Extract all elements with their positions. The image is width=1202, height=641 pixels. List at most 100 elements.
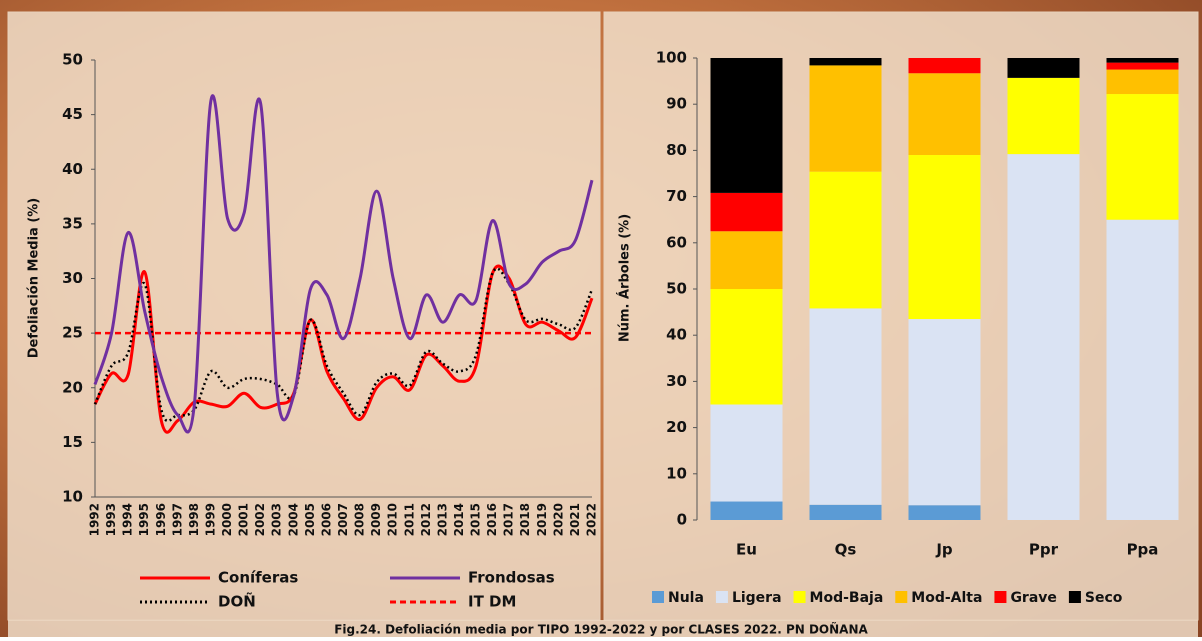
x-tick-label: 2021 (568, 503, 582, 536)
bar-segment (908, 58, 981, 74)
y-tick-label: 10 (666, 464, 687, 482)
y-tick-label: 0 (677, 511, 687, 529)
y-tick-label: 35 (62, 214, 83, 232)
y-tick-label: 15 (62, 433, 83, 451)
legend-label: DOÑ (218, 592, 256, 611)
legend-label: Coníferas (218, 569, 298, 587)
x-tick-label: 2002 (253, 503, 267, 536)
bar-segment (809, 504, 882, 520)
caption: Fig.24. Defoliación media por TIPO 1992-… (334, 622, 868, 637)
bar-segment (908, 319, 981, 506)
x-tick-label: 2016 (485, 503, 499, 536)
x-tick-label: 1998 (187, 503, 201, 536)
x-tick-label: 1994 (121, 503, 135, 536)
y-tick-label: 90 (666, 95, 687, 113)
y-tick-label: 80 (666, 141, 687, 159)
legend-swatch (994, 591, 1007, 603)
legend-label: Nula (668, 590, 704, 606)
bar-segment (1106, 219, 1179, 520)
y-axis-label: Núm. Árboles (%) (617, 214, 633, 342)
x-tick-label: 2020 (551, 503, 565, 536)
x-tick-label: 2010 (386, 503, 400, 536)
x-tick-label: Qs (835, 541, 857, 559)
x-tick-label: 2008 (353, 503, 367, 536)
x-tick-label: 2006 (319, 503, 333, 536)
x-tick-label: 2019 (535, 503, 549, 536)
x-tick-label: 2018 (518, 503, 532, 536)
bar-segment (1007, 154, 1080, 520)
bar-segment (1007, 58, 1080, 78)
bar-segment (710, 58, 783, 193)
y-axis-label: Defoliación Media (%) (27, 198, 42, 358)
legend-swatch (652, 591, 664, 603)
bar-segment (809, 65, 882, 172)
legend-label: Seco (1085, 590, 1123, 606)
x-tick-label: 2014 (452, 503, 466, 536)
bar-segment (710, 289, 783, 405)
y-tick-label: 30 (666, 372, 687, 390)
bar-segment (908, 73, 981, 156)
x-tick-label: 1995 (137, 503, 151, 536)
x-tick-label: 1996 (154, 503, 168, 536)
bar-segment (1106, 94, 1179, 220)
legend-swatch (715, 591, 728, 603)
bar-segment (710, 404, 783, 502)
x-tick-label: 1992 (88, 503, 102, 536)
y-tick-label: 70 (666, 187, 687, 205)
x-tick-label: 1999 (203, 503, 217, 536)
bar-segment (1007, 77, 1080, 155)
x-tick-label: Ppr (1029, 541, 1059, 559)
bar-segment (710, 231, 783, 289)
x-tick-label: 1993 (104, 503, 118, 536)
bar-segment (809, 58, 882, 66)
legend-label: IT DM (468, 593, 516, 611)
legend-swatch (1068, 591, 1081, 603)
x-tick-label: 1997 (170, 503, 184, 536)
legend-label: Ligera (732, 590, 782, 606)
x-tick-label: Jp (935, 541, 953, 559)
bar-segment (809, 171, 882, 309)
bar-segment (710, 501, 783, 520)
y-tick-label: 20 (666, 418, 687, 436)
x-tick-label: 2017 (502, 503, 516, 536)
bar-segment (1106, 62, 1179, 70)
bar-segment (710, 192, 783, 232)
x-tick-label: 2001 (237, 503, 251, 536)
bar-segment (809, 308, 882, 505)
y-tick-label: 30 (62, 269, 83, 287)
legend-swatch (793, 591, 806, 603)
right-panel (603, 11, 1199, 621)
x-tick-label: 2012 (419, 503, 433, 536)
y-tick-label: 50 (666, 280, 687, 298)
x-tick-label: 2009 (369, 503, 383, 536)
y-tick-label: 45 (62, 105, 83, 123)
legend-label: Grave (1010, 590, 1056, 606)
x-tick-label: 2011 (402, 503, 416, 536)
y-tick-label: 60 (666, 233, 687, 251)
x-tick-label: Eu (736, 541, 757, 559)
y-tick-label: 40 (666, 326, 687, 344)
bar-segment (908, 505, 981, 520)
legend-swatch (895, 591, 908, 603)
x-tick-label: 2013 (435, 503, 449, 536)
bar-segment (1106, 58, 1179, 63)
left-panel (7, 11, 601, 621)
bar-segment (1106, 69, 1179, 95)
x-tick-label: 2015 (469, 503, 483, 536)
x-tick-label: 2003 (270, 503, 284, 536)
y-tick-label: 50 (62, 51, 83, 69)
x-tick-label: Ppa (1127, 541, 1159, 559)
legend-label: Mod-Baja (810, 590, 884, 606)
x-tick-label: 2022 (585, 503, 599, 536)
line-series (93, 94, 594, 434)
y-tick-label: 10 (62, 488, 83, 506)
x-tick-label: 2000 (220, 503, 234, 536)
y-tick-label: 40 (62, 160, 83, 178)
caption-panel (8, 620, 1198, 637)
y-tick-label: 100 (656, 49, 687, 67)
x-tick-label: 2005 (303, 503, 317, 536)
x-tick-label: 2004 (286, 503, 300, 536)
y-tick-label: 25 (62, 324, 83, 342)
